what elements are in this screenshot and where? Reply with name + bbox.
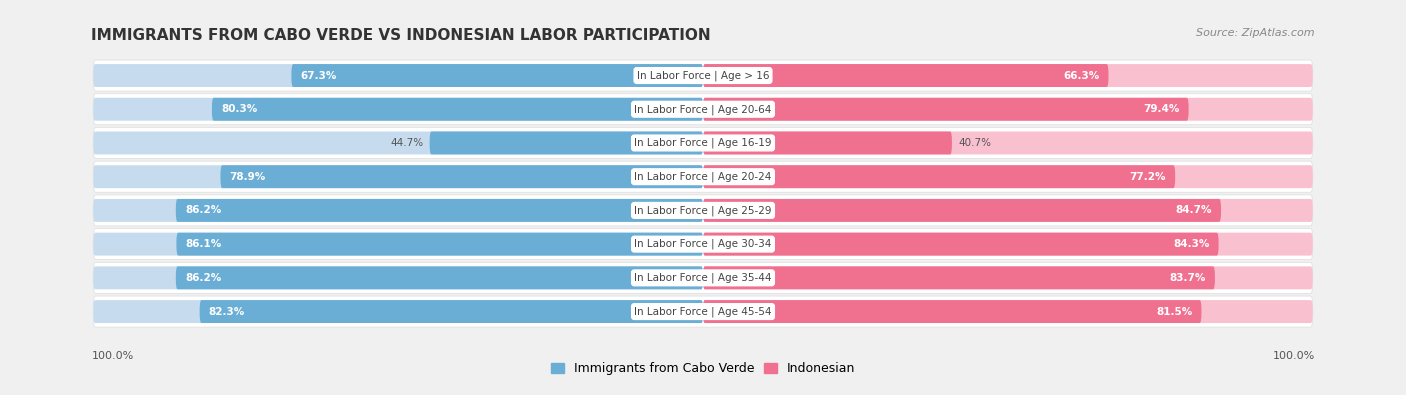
Legend: Immigrants from Cabo Verde, Indonesian: Immigrants from Cabo Verde, Indonesian [551, 362, 855, 375]
FancyBboxPatch shape [703, 165, 1313, 188]
FancyBboxPatch shape [703, 98, 1313, 121]
FancyBboxPatch shape [703, 132, 1313, 154]
Text: 81.5%: 81.5% [1156, 307, 1192, 316]
Text: 83.7%: 83.7% [1170, 273, 1206, 283]
Text: 66.3%: 66.3% [1063, 71, 1099, 81]
Text: In Labor Force | Age > 16: In Labor Force | Age > 16 [637, 70, 769, 81]
FancyBboxPatch shape [703, 199, 1313, 222]
FancyBboxPatch shape [703, 132, 952, 154]
FancyBboxPatch shape [703, 233, 1313, 256]
Text: 77.2%: 77.2% [1129, 172, 1166, 182]
FancyBboxPatch shape [703, 98, 1188, 121]
FancyBboxPatch shape [93, 165, 703, 188]
FancyBboxPatch shape [703, 64, 1313, 87]
Text: In Labor Force | Age 20-24: In Labor Force | Age 20-24 [634, 171, 772, 182]
FancyBboxPatch shape [291, 64, 703, 87]
FancyBboxPatch shape [93, 94, 1313, 125]
FancyBboxPatch shape [176, 199, 703, 222]
Text: 84.3%: 84.3% [1173, 239, 1209, 249]
FancyBboxPatch shape [93, 64, 703, 87]
Text: 84.7%: 84.7% [1175, 205, 1212, 215]
Text: 86.1%: 86.1% [186, 239, 222, 249]
Text: In Labor Force | Age 25-29: In Labor Force | Age 25-29 [634, 205, 772, 216]
Text: IMMIGRANTS FROM CABO VERDE VS INDONESIAN LABOR PARTICIPATION: IMMIGRANTS FROM CABO VERDE VS INDONESIAN… [91, 28, 711, 43]
FancyBboxPatch shape [703, 266, 1313, 289]
FancyBboxPatch shape [221, 165, 703, 188]
FancyBboxPatch shape [93, 296, 1313, 327]
Text: 86.2%: 86.2% [186, 273, 221, 283]
Text: In Labor Force | Age 16-19: In Labor Force | Age 16-19 [634, 138, 772, 148]
FancyBboxPatch shape [93, 266, 703, 289]
FancyBboxPatch shape [93, 229, 1313, 260]
Text: In Labor Force | Age 30-34: In Labor Force | Age 30-34 [634, 239, 772, 249]
Text: In Labor Force | Age 45-54: In Labor Force | Age 45-54 [634, 306, 772, 317]
Text: 78.9%: 78.9% [229, 172, 266, 182]
FancyBboxPatch shape [703, 64, 1108, 87]
FancyBboxPatch shape [93, 262, 1313, 293]
Text: 86.2%: 86.2% [186, 205, 221, 215]
FancyBboxPatch shape [430, 132, 703, 154]
Text: 100.0%: 100.0% [91, 352, 134, 361]
FancyBboxPatch shape [703, 165, 1175, 188]
Text: 100.0%: 100.0% [1272, 352, 1315, 361]
Text: 40.7%: 40.7% [957, 138, 991, 148]
FancyBboxPatch shape [703, 199, 1220, 222]
FancyBboxPatch shape [93, 98, 703, 121]
FancyBboxPatch shape [93, 195, 1313, 226]
FancyBboxPatch shape [93, 128, 1313, 158]
FancyBboxPatch shape [703, 266, 1215, 289]
FancyBboxPatch shape [93, 132, 703, 154]
FancyBboxPatch shape [93, 60, 1313, 91]
FancyBboxPatch shape [93, 300, 703, 323]
Text: 67.3%: 67.3% [301, 71, 337, 81]
Text: Source: ZipAtlas.com: Source: ZipAtlas.com [1197, 28, 1315, 38]
Text: 44.7%: 44.7% [391, 138, 423, 148]
Text: 80.3%: 80.3% [221, 104, 257, 114]
FancyBboxPatch shape [703, 300, 1202, 323]
FancyBboxPatch shape [176, 266, 703, 289]
FancyBboxPatch shape [93, 161, 1313, 192]
FancyBboxPatch shape [93, 233, 703, 256]
FancyBboxPatch shape [176, 233, 703, 256]
FancyBboxPatch shape [200, 300, 703, 323]
FancyBboxPatch shape [212, 98, 703, 121]
FancyBboxPatch shape [93, 199, 703, 222]
Text: 82.3%: 82.3% [209, 307, 245, 316]
Text: 79.4%: 79.4% [1143, 104, 1180, 114]
Text: In Labor Force | Age 20-64: In Labor Force | Age 20-64 [634, 104, 772, 115]
FancyBboxPatch shape [703, 233, 1219, 256]
FancyBboxPatch shape [703, 300, 1313, 323]
Text: In Labor Force | Age 35-44: In Labor Force | Age 35-44 [634, 273, 772, 283]
